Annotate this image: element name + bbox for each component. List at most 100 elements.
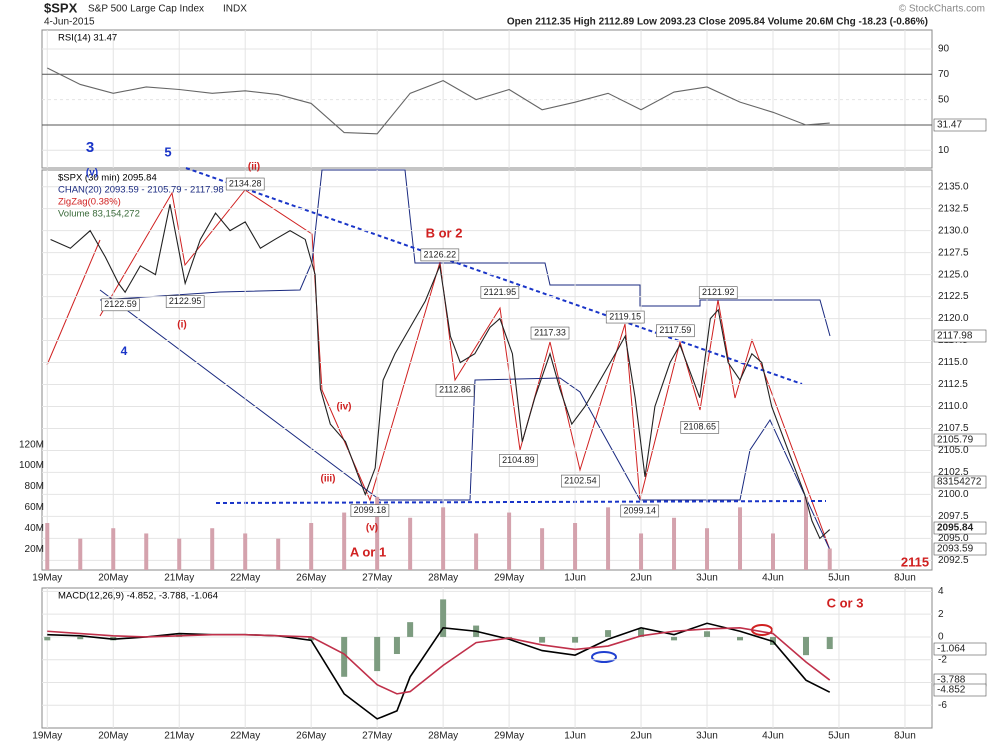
- wave-label: (i): [177, 320, 186, 331]
- price-label-box: [620, 504, 660, 518]
- price-label-box: [165, 295, 205, 308]
- price-label: 2102.54: [564, 475, 597, 485]
- y-tick-label: 2135.0: [938, 181, 969, 192]
- histogram-bar: [341, 636, 348, 677]
- legend-entry: CHAN(20) 2093.59 - 2105.79 - 2117.98: [58, 185, 224, 196]
- channel-lower: [99, 289, 831, 551]
- x-tick-label: 19May: [32, 731, 62, 742]
- y-tick-label: 2102.5: [938, 467, 969, 478]
- x-tick-label: 2Jun: [630, 731, 652, 742]
- x-tick-label: 1Jun: [564, 731, 586, 742]
- value-box: [933, 642, 987, 656]
- volume-bar: [540, 528, 545, 570]
- series-line: [50, 204, 831, 540]
- y-tick-label: 2130.0: [938, 225, 969, 236]
- x-tick-label: 4Jun: [762, 731, 784, 742]
- y-tick-label: 2127.5: [938, 247, 969, 258]
- y-tick-label: 2: [938, 609, 944, 620]
- legend-entry: MACD(12,26,9) -4.852, -3.788, -1.064: [58, 591, 218, 602]
- date: 4-Jun-2015: [44, 17, 95, 28]
- wave-label: (v): [366, 523, 378, 534]
- volume-bar: [243, 533, 248, 570]
- price-label: 2112.86: [439, 385, 471, 395]
- y2-tick-label: 40M: [25, 523, 44, 534]
- x-tick-label: 28May: [428, 573, 458, 584]
- histogram-bar: [671, 636, 678, 641]
- y2-tick-label: 80M: [25, 481, 44, 492]
- volume-bar: [342, 512, 347, 570]
- histogram-bar: [407, 622, 414, 637]
- y-tick-label: 90: [938, 44, 950, 55]
- x-tick-label: 5Jun: [828, 573, 850, 584]
- index-name: S&P 500 Large Cap Index: [88, 4, 204, 15]
- wave-label: 3: [86, 139, 94, 156]
- series-line: [47, 627, 831, 695]
- symbol: $SPX: [44, 0, 78, 15]
- y-tick-label: 2115.0: [938, 357, 968, 368]
- zigzag-start: [46, 239, 101, 366]
- volume-bar: [408, 517, 413, 570]
- volume-bar: [309, 523, 314, 570]
- x-tick-label: 29May: [494, 573, 524, 584]
- wave-label: 2115: [901, 554, 929, 569]
- x-tick-label: 27May: [362, 731, 392, 742]
- wave-label: 5: [164, 144, 171, 159]
- price-label-box: [420, 248, 460, 262]
- x-tick-label: 21May: [164, 731, 194, 742]
- x-tick-label: 29May: [494, 731, 524, 742]
- price-label: 2104.89: [502, 455, 535, 465]
- x-tick-label: 21May: [164, 573, 194, 584]
- value-label: 2095.84: [937, 523, 974, 534]
- value-label: 83154272: [937, 477, 982, 488]
- volume-bar: [827, 548, 832, 570]
- wave-label: (iv): [337, 402, 352, 413]
- histogram-bar: [704, 631, 711, 637]
- volume-bar: [441, 507, 446, 570]
- x-tick-label: 22May: [230, 573, 260, 584]
- legend-entry: ZigZag(0.38%): [58, 197, 121, 208]
- value-box: [933, 329, 987, 343]
- volume-bar: [705, 528, 710, 570]
- y2-tick-label: 120M: [19, 439, 44, 450]
- legend-entry: RSI(14) 31.47: [58, 33, 117, 44]
- y-tick-label: 2095.0: [938, 533, 969, 544]
- volume-bar: [803, 496, 808, 570]
- x-tick-label: 28May: [428, 731, 458, 742]
- series-line: [47, 67, 830, 135]
- histogram-bar: [440, 599, 447, 637]
- y-tick-label: 10: [938, 145, 950, 156]
- y-tick-label: 2097.5: [938, 511, 969, 522]
- y-tick-label: 2110.0: [938, 401, 968, 412]
- volume-bar: [738, 507, 743, 570]
- price-label: 2121.95: [484, 287, 517, 297]
- histogram-bar: [826, 636, 833, 650]
- y-tick-label: 2100.0: [938, 489, 969, 500]
- macd-cross-circle: [591, 651, 617, 663]
- histogram-bar: [539, 636, 546, 643]
- x-tick-label: 3Jun: [696, 731, 718, 742]
- volume-bar: [375, 496, 380, 570]
- value-label: 2093.59: [937, 544, 974, 555]
- x-tick-label: 20May: [98, 573, 128, 584]
- x-tick-label: 3Jun: [696, 573, 718, 584]
- wave-label: (ii): [248, 162, 260, 173]
- volume-bar: [177, 538, 182, 570]
- volume-bar: [276, 538, 281, 570]
- volume-bar: [111, 528, 116, 570]
- price-label-box: [605, 310, 645, 324]
- price-label-box: [435, 384, 475, 397]
- price-label-box: [530, 326, 570, 340]
- y-tick-label: -6: [938, 700, 947, 711]
- y2-tick-label: 100M: [19, 460, 44, 471]
- histogram-bar: [393, 636, 400, 655]
- y-tick-label: 2105.0: [938, 445, 969, 456]
- histogram-bar: [374, 636, 381, 672]
- value-label: 31.47: [937, 120, 962, 131]
- wave-label: C or 3: [827, 595, 864, 610]
- histogram-bar: [737, 636, 744, 641]
- price-label: 2099.18: [354, 505, 387, 515]
- y-tick-label: 2112.5: [938, 379, 968, 390]
- volume-bar: [606, 507, 611, 570]
- price-label-box: [561, 474, 600, 488]
- y-tick-label: 2122.5: [938, 291, 969, 302]
